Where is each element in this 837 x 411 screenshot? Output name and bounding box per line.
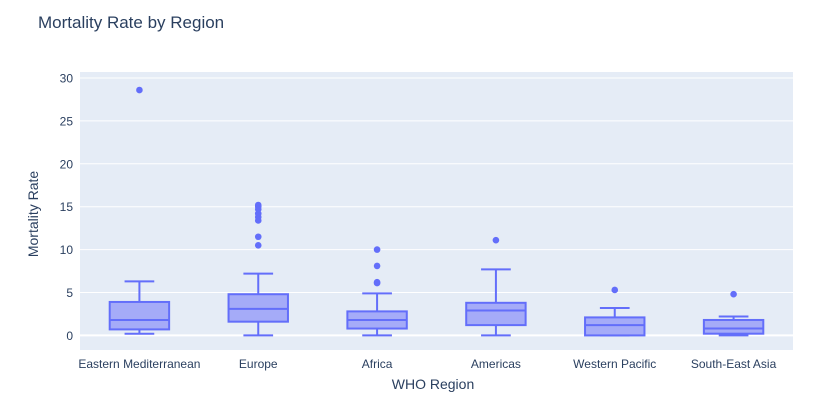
plot-area [80,72,793,350]
box-iqr [702,318,765,335]
chart-title: Mortality Rate by Region [38,13,224,32]
y-axis-ticks: 0 5 10 15 20 25 30 [60,72,74,343]
x-tick-label: Europe [239,357,278,371]
y-tick-label: 15 [60,200,74,214]
outlier-point [373,278,381,286]
y-tick-label: 30 [60,72,74,86]
box-group [346,246,408,337]
boxes [108,86,765,337]
outlier-point [373,262,381,270]
outlier-point [730,290,737,298]
x-tick-label: South-East Asia [691,357,777,371]
y-tick-label: 0 [66,329,73,343]
y-tick-label: 10 [60,243,74,257]
x-tick-label: Western Pacific [573,357,656,371]
outlier-point [254,233,262,241]
x-axis-ticks: Eastern Mediterranean Europe Africa America… [78,357,776,371]
x-tick-label: Americas [471,357,521,371]
x-axis-label: WHO Region [392,376,474,392]
box-iqr [465,301,527,327]
y-tick-label: 20 [60,157,74,171]
x-tick-label: Eastern Mediterranean [78,357,200,371]
outlier-point [373,246,381,253]
y-axis-label: Mortality Rate [25,171,41,258]
outlier-point [611,286,619,294]
grid-lines [80,77,793,337]
y-tick-label: 5 [66,286,73,300]
outlier-point [492,236,500,244]
outlier-point [254,242,262,249]
x-tick-label: Africa [362,357,393,371]
box-group [108,86,171,335]
box-group [584,286,646,337]
box-iqr [108,300,171,331]
outlier-point [254,201,262,209]
y-tick-label: 25 [60,114,74,128]
box-group [227,201,289,337]
box-group [702,290,765,337]
outlier-point [136,86,143,94]
box-group [465,236,527,337]
box-iqr [584,316,646,337]
